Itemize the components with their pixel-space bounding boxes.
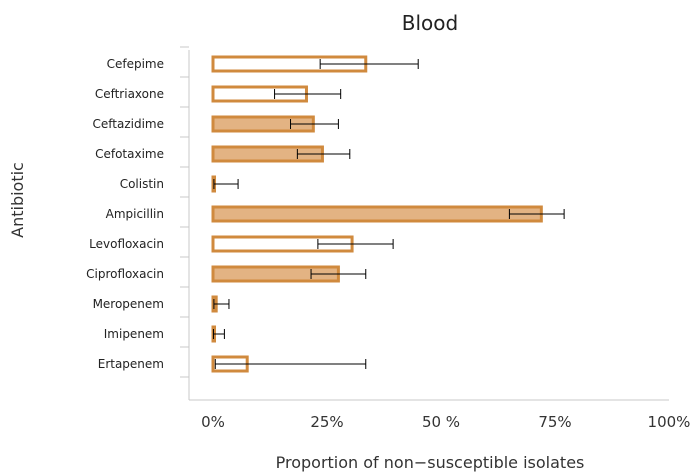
y-tick-label: Meropenem — [93, 297, 164, 311]
x-tick-labels: 0% 25% 50 % 75% 100% — [201, 413, 690, 431]
chart-title: Blood — [402, 11, 458, 35]
x-tick-label: 75% — [538, 413, 571, 431]
y-tick-label: Ampicillin — [106, 207, 164, 221]
y-tick-labels: Cefepime Ceftriaxone Ceftazidime Cefotaxime… — [86, 57, 164, 371]
x-tick-label: 100% — [648, 413, 691, 431]
y-axis-title: Antibiotic — [8, 162, 27, 238]
x-tick-label: 25% — [310, 413, 343, 431]
x-axis-title: Proportion of non−susceptible isolates — [276, 453, 585, 472]
y-tick-label: Ciprofloxacin — [86, 267, 164, 281]
x-tick-label: 0% — [201, 413, 225, 431]
y-tick-label: Colistin — [120, 177, 164, 191]
y-tick-label: Ertapenem — [98, 357, 164, 371]
y-tick-label: Levofloxacin — [89, 237, 164, 251]
x-tick-label: 50 % — [422, 413, 460, 431]
bar — [213, 207, 541, 221]
y-tick-label: Cefepime — [107, 57, 164, 71]
y-tick-label: Imipenem — [104, 327, 164, 341]
y-tick-label: Ceftazidime — [93, 117, 165, 131]
y-tick-label: Ceftriaxone — [95, 87, 164, 101]
bars — [213, 57, 541, 371]
y-tick-label: Cefotaxime — [95, 147, 164, 161]
